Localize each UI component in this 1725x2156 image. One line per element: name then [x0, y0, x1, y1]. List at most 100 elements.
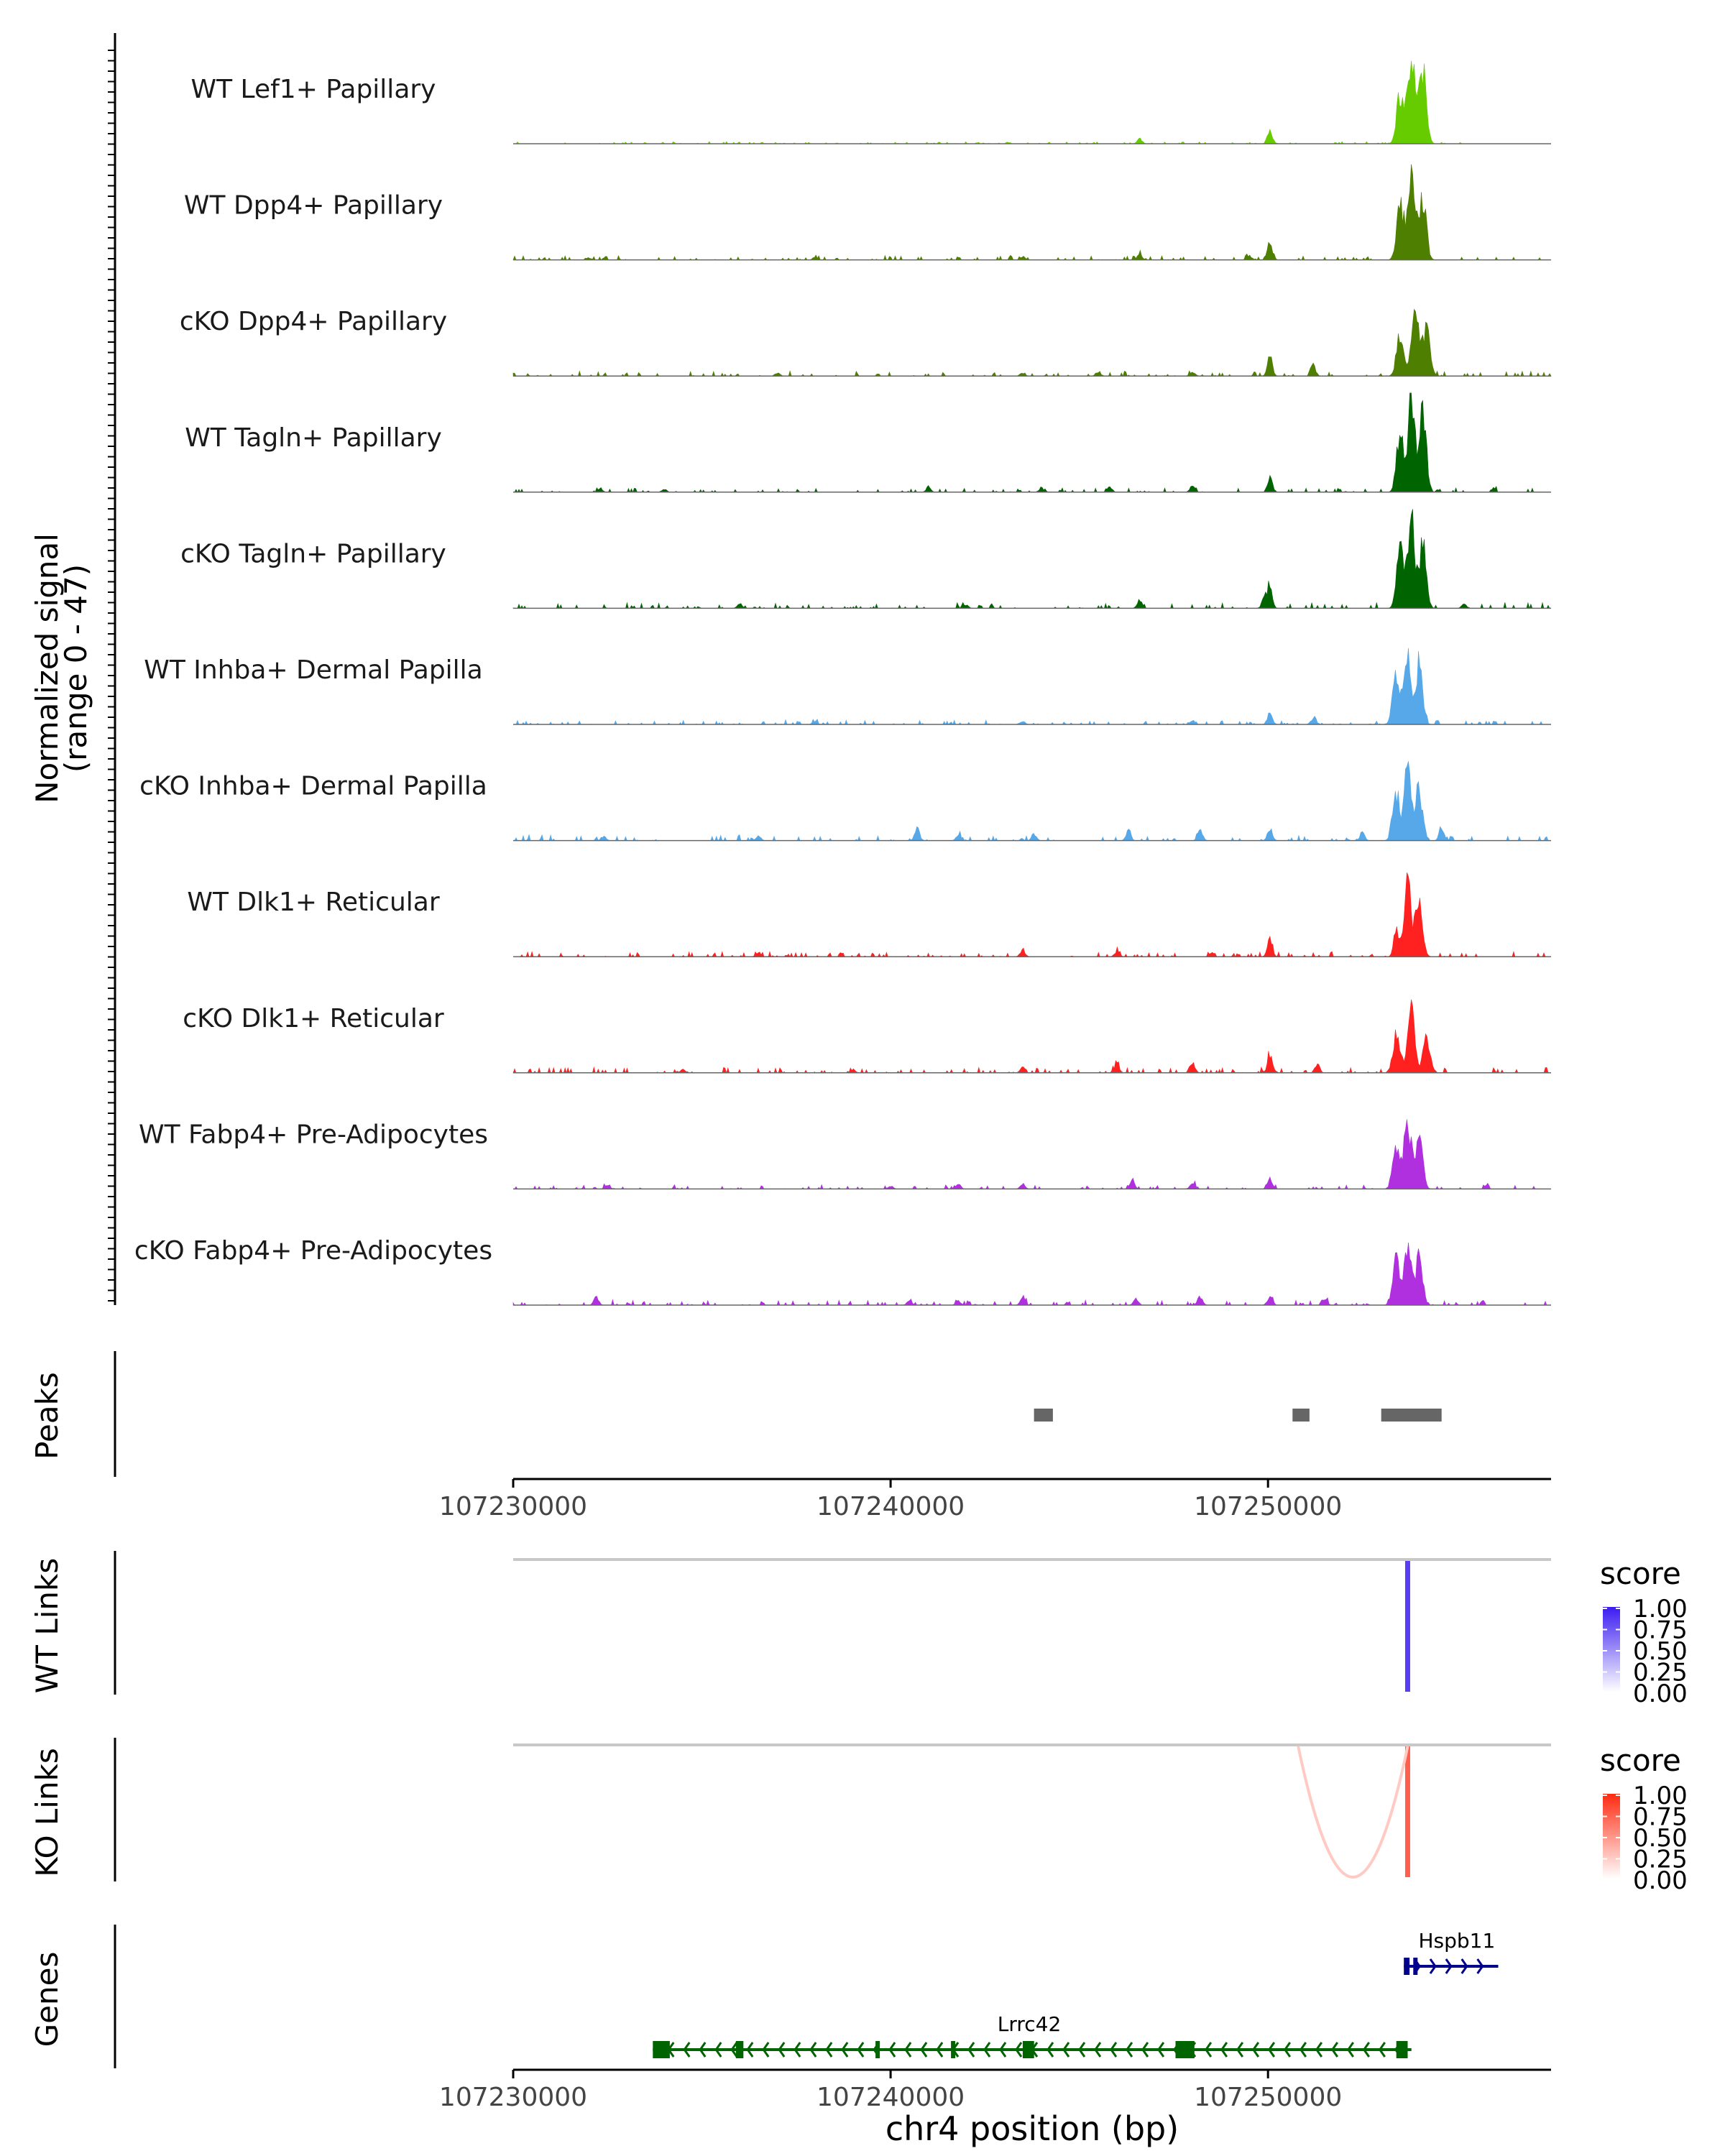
- strand-arrow: [857, 2042, 865, 2058]
- strand-arrow: [1346, 2042, 1354, 2058]
- coverage-signal-area: [512, 999, 1551, 1074]
- coverage-ylabel-line1: Normalized signal: [29, 533, 65, 803]
- gene-exon: [735, 2041, 744, 2058]
- ko-legend-colorbar: [1603, 1794, 1620, 1879]
- x-tick-label: 107250000: [1194, 2083, 1342, 2112]
- legend-tick-label: 0.25: [1633, 1659, 1688, 1687]
- strand-arrow: [1476, 1958, 1484, 1974]
- strand-arrow: [1220, 2042, 1228, 2058]
- strand-arrow: [1205, 2042, 1213, 2058]
- gene-exon: [1404, 1958, 1410, 1975]
- peak-regions: [1034, 1409, 1442, 1422]
- coverage-track: WT Dlk1+ Reticular: [187, 872, 1551, 958]
- strand-arrow: [1078, 2042, 1086, 2058]
- coverage-signal-area: [513, 392, 1551, 493]
- gene-exon: [1022, 2041, 1034, 2058]
- gene-exon: [1413, 1958, 1418, 1975]
- strand-arrow: [1251, 2042, 1260, 2058]
- strand-arrow: [1315, 2042, 1323, 2058]
- strand-arrow: [1110, 2042, 1118, 2058]
- x-tick-label: 107230000: [439, 2083, 587, 2112]
- ko-legend-ticks: 1.000.750.500.250.00: [1603, 1782, 1688, 1895]
- coverage-track: cKO Fabp4+ Pre-Adipocytes: [134, 1236, 1551, 1306]
- wt-links-panel: WT Links score 1.000.750.500.250.00: [29, 1551, 1688, 1708]
- legend-tick-label: 0.00: [1633, 1680, 1688, 1708]
- x-tick-label: 107240000: [816, 2083, 965, 2112]
- gene-exon: [951, 2041, 956, 2058]
- coverage-signal-area: [512, 308, 1552, 377]
- strand-arrow: [714, 2042, 722, 2058]
- coverage-track-label: WT Dpp4+ Papillary: [184, 191, 443, 221]
- strand-arrow: [762, 2042, 770, 2058]
- coverage-track-label: cKO Inhba+ Dermal Papilla: [139, 772, 487, 801]
- coverage-track: cKO Inhba+ Dermal Papilla: [139, 761, 1551, 842]
- coverage-panel: Normalized signal (range 0 - 47) WT Lef1…: [29, 33, 1552, 1306]
- legend-tick-label: 0.75: [1633, 1616, 1688, 1645]
- x-tick-label: 107230000: [439, 1492, 587, 1521]
- peak-region: [1292, 1409, 1310, 1422]
- gene-models: Hspb11 Lrrc42: [653, 1929, 1499, 2058]
- strand-arrow: [809, 2042, 817, 2058]
- strand-arrow: [699, 2042, 707, 2058]
- x-axis-label: chr4 position (bp): [886, 2109, 1179, 2148]
- strand-arrow: [967, 2042, 975, 2058]
- strand-arrow: [1062, 2042, 1070, 2058]
- legend-tick-label: 0.00: [1633, 1866, 1688, 1895]
- ko-links-panel: KO Links score 1.000.750.500.250.00: [29, 1738, 1688, 1895]
- x-ticks-top: 107230000 107240000 107250000: [439, 1479, 1342, 1521]
- strand-arrow: [746, 2042, 754, 2058]
- coverage-track-label: WT Inhba+ Dermal Papilla: [144, 655, 482, 685]
- peaks-track-label: Peaks: [29, 1372, 65, 1460]
- legend-tick-label: 0.50: [1633, 1637, 1688, 1666]
- coverage-track: WT Inhba+ Dermal Papilla: [144, 648, 1551, 725]
- wt-legend-ticks: 1.000.750.500.250.00: [1603, 1595, 1688, 1708]
- strand-arrow: [825, 2042, 833, 2058]
- strand-arrow: [1141, 2042, 1149, 2058]
- coverage-signal-area: [512, 1242, 1551, 1306]
- coverage-y-ticks: [108, 50, 115, 1302]
- coverage-track-label: cKO Dlk1+ Reticular: [183, 1004, 444, 1033]
- strand-arrow: [1460, 1958, 1468, 1974]
- coverage-ylabel-line2: (range 0 - 47): [58, 564, 93, 773]
- coverage-track-label: cKO Fabp4+ Pre-Adipocytes: [134, 1236, 492, 1266]
- gene-model: Lrrc42: [653, 2012, 1412, 2058]
- coverage-track: cKO Dpp4+ Papillary: [180, 307, 1552, 377]
- x-ticks-bottom: 107230000 107240000 107250000: [439, 2070, 1342, 2112]
- strand-arrow: [683, 2042, 691, 2058]
- link-arc: [1297, 1746, 1409, 1879]
- coverage-track-label: cKO Tagln+ Papillary: [180, 539, 446, 568]
- strand-arrow: [1330, 2042, 1339, 2058]
- coverage-track-label: cKO Dpp4+ Papillary: [180, 307, 447, 336]
- legend-tick-label: 1.00: [1633, 1595, 1688, 1623]
- coverage-track: WT Fabp4+ Pre-Adipocytes: [139, 1119, 1551, 1190]
- coverage-track-label: WT Dlk1+ Reticular: [187, 888, 439, 917]
- wt-links-legend: score 1.000.750.500.250.00: [1600, 1556, 1688, 1708]
- strand-arrow: [1445, 1958, 1453, 1974]
- strand-arrow: [1299, 2042, 1307, 2058]
- strand-arrow: [936, 2042, 944, 2058]
- peaks-panel: Peaks 107230000 107240000 107250000: [29, 1351, 1551, 1521]
- coverage-tracks: WT Lef1+ Papillary WT Dpp4+ Papillary cKO …: [134, 60, 1552, 1306]
- strand-arrow: [1236, 2042, 1244, 2058]
- gene-exon: [875, 2041, 880, 2058]
- strand-arrow: [999, 2042, 1007, 2058]
- coverage-track: WT Tagln+ Papillary: [185, 392, 1551, 493]
- gene-exon: [653, 2041, 670, 2058]
- ko-legend-title: score: [1600, 1743, 1681, 1778]
- coverage-signal-area: [512, 164, 1551, 261]
- strand-arrow: [1015, 2042, 1023, 2058]
- coverage-signal-area: [512, 509, 1551, 609]
- strand-arrow: [1429, 1958, 1437, 1974]
- strand-arrow: [1267, 2042, 1276, 2058]
- strand-arrow: [983, 2042, 991, 2058]
- coverage-track: WT Lef1+ Papillary: [191, 60, 1551, 144]
- strand-arrow: [888, 2042, 896, 2058]
- gene-exon: [1396, 2041, 1408, 2058]
- x-tick-label: 107240000: [816, 1492, 965, 1521]
- peak-region: [1034, 1409, 1053, 1422]
- strand-arrow: [904, 2042, 912, 2058]
- legend-tick-label: 1.00: [1633, 1782, 1688, 1810]
- strand-arrow: [1046, 2042, 1054, 2058]
- strand-arrow: [1283, 2042, 1292, 2058]
